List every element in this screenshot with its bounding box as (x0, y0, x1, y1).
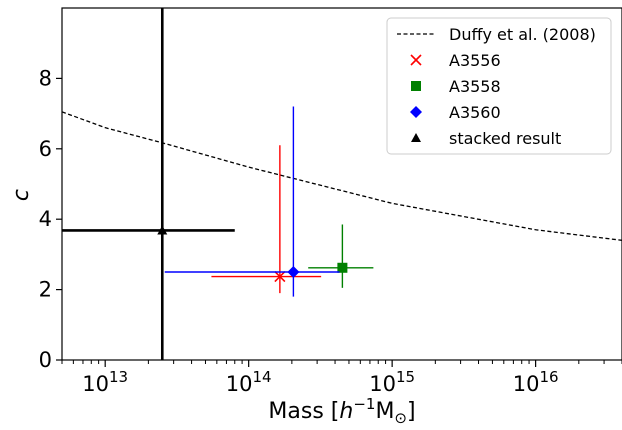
y-tick-label-0: 0 (39, 348, 52, 372)
data-point-a3558 (308, 224, 374, 288)
legend-marker-a3556-stroke-b (410, 54, 422, 66)
legend-label-a3560: A3560 (449, 103, 501, 122)
legend-box (386, 17, 612, 155)
x-axis-ticks: 1013 1014 1015 1016 (61, 360, 622, 396)
y-tick-label-1: 2 (39, 278, 52, 302)
marker-a3556-stroke-b (274, 271, 286, 283)
series-line-duffy-et-al-2008 (62, 111, 622, 241)
x-axis-label-prefix: Mass [ (268, 399, 339, 424)
x-tick-label-3: 1016 (513, 368, 559, 396)
legend-label-duffy-et-al-2008: Duffy et al. (2008) (449, 25, 596, 44)
marker-stacked-result (157, 225, 168, 235)
x-axis-label-h: h (339, 399, 353, 424)
y-axis-label: c (9, 189, 34, 201)
plot-data (62, 8, 622, 360)
legend: Duffy et al. (2008) A3556 A3558 A3560 stacke… (386, 17, 612, 155)
legend-marker-a3560 (410, 106, 422, 118)
x-tick-label-1: 1014 (226, 368, 272, 396)
y-tick-label-2: 4 (39, 207, 52, 231)
y-tick-label-3: 6 (39, 137, 52, 161)
x-axis-label-exponent: −1 (353, 395, 375, 413)
legend-marker-a3558 (411, 81, 421, 91)
x-axis-label-subscript: ⊙ (394, 409, 407, 427)
legend-label-stacked-result: stacked result (449, 129, 561, 148)
legend-marker-stacked-result (411, 133, 421, 142)
x-tick-label-exponent-2: 15 (396, 368, 415, 386)
y-axis-ticks: 0 2 4 6 8 (39, 66, 62, 372)
x-tick-label-0: 1013 (82, 368, 128, 396)
x-tick-label-exponent-1: 14 (252, 368, 271, 386)
plot-frame (61, 7, 622, 361)
x-tick-label-base-3: 10 (513, 372, 540, 396)
marker-a3558 (337, 262, 348, 273)
x-axis-label-suffix: ] (407, 399, 416, 424)
x-axis-label-m: M (375, 399, 394, 424)
x-tick-label-exponent-3: 16 (539, 368, 558, 386)
x-tick-label-2: 1015 (369, 368, 415, 396)
legend-label-a3556: A3556 (449, 51, 501, 70)
marker-a3556 (274, 271, 286, 283)
x-tick-label-base-0: 10 (82, 372, 109, 396)
x-tick-label-exponent-0: 13 (109, 368, 128, 386)
data-point-a3560 (164, 106, 340, 297)
x-tick-label-base-2: 10 (369, 372, 396, 396)
y-tick-label-4: 8 (39, 66, 52, 90)
x-axis-label: Mass [h−1M⊙] (268, 395, 415, 427)
legend-label-a3558: A3558 (449, 77, 501, 96)
marker-a3560 (287, 266, 300, 278)
data-point-a3556 (211, 145, 322, 294)
data-point-stacked-result (62, 8, 235, 360)
legend-marker-a3556 (410, 54, 422, 66)
x-tick-label-base-1: 10 (226, 372, 253, 396)
